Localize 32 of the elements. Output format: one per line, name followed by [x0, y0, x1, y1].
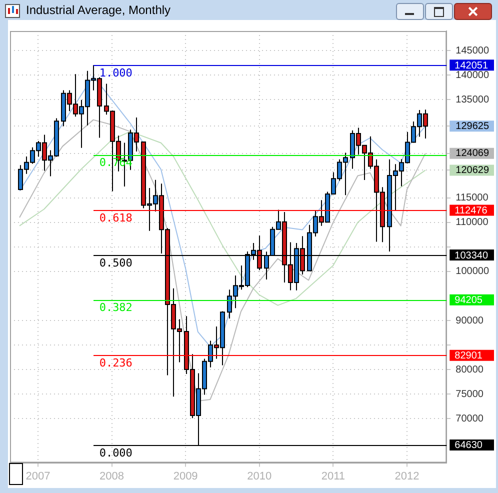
- y-tick-label: 145000: [456, 45, 490, 56]
- y-tick-label: 124069: [456, 148, 490, 160]
- x-tick-label: 2007: [26, 470, 50, 482]
- annotation: 1.000: [99, 66, 132, 80]
- ref-line-label: 82901: [454, 350, 483, 362]
- y-tick-label: 90000: [456, 315, 484, 326]
- annotation: 0.236: [99, 356, 132, 370]
- y-tick-label: 100000: [456, 266, 490, 278]
- annotation: 0.000: [99, 446, 132, 460]
- ref-line-label: 142051: [454, 60, 488, 72]
- annotation: 0.382: [99, 301, 132, 314]
- y-tick-label: 129625: [456, 120, 490, 132]
- chart-title: Industrial Average, Monthly: [26, 3, 171, 17]
- ref-line-label: 94205: [454, 295, 483, 306]
- x-tick-label: 2008: [100, 470, 124, 482]
- x-tick-label: 2009: [173, 470, 198, 482]
- y-tick-label: 115000: [456, 192, 489, 204]
- ref-line-label: 103340: [454, 250, 488, 262]
- y-tick-label: 70000: [456, 413, 484, 424]
- y-tick-label: 120629: [456, 164, 490, 176]
- annotation: 0.618: [99, 212, 132, 225]
- y-tick-label: 75000: [456, 388, 484, 400]
- y-tick-label: 80000: [456, 364, 484, 376]
- ref-line-label: 112476: [454, 205, 488, 216]
- x-tick-label: 2012: [394, 470, 420, 482]
- y-tick-label: 110000: [456, 217, 489, 228]
- y-tick-label: 135000: [456, 94, 490, 106]
- annotation: 0.500: [99, 256, 132, 270]
- x-tick-label: 2011: [321, 470, 345, 482]
- y-tick-label: 140000: [456, 70, 490, 81]
- ref-line-label: 64630: [454, 440, 483, 452]
- x-tick-label: 2010: [247, 470, 272, 482]
